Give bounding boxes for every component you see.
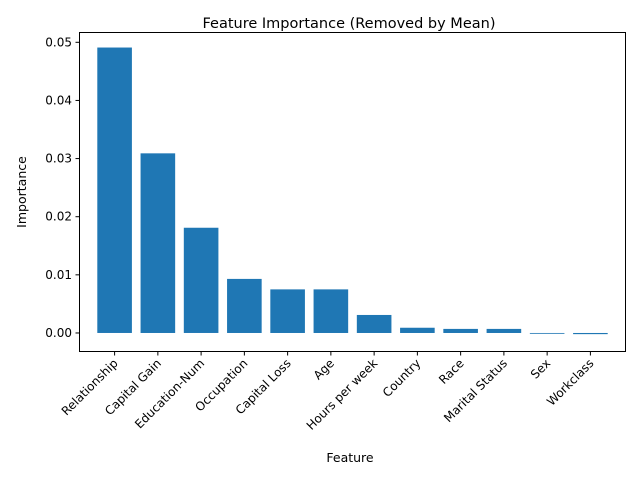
- bar-capital-loss: [270, 289, 305, 333]
- x-tick-label: Race: [436, 356, 467, 387]
- bar-country: [400, 327, 435, 333]
- y-tick-label: 0.01: [45, 268, 72, 282]
- chart-title: Feature Importance (Removed by Mean): [203, 16, 496, 32]
- plot-frame: [79, 32, 626, 352]
- bar-race: [443, 328, 478, 333]
- bar-occupation: [227, 278, 262, 333]
- y-tick-label: 0.05: [45, 35, 72, 49]
- y-tick-label: 0.03: [45, 152, 72, 166]
- bar-hours-per-week: [356, 314, 392, 333]
- bars-group: [97, 47, 608, 335]
- y-tick-label: 0.02: [45, 210, 72, 224]
- x-tick-label: Workclass: [544, 356, 596, 408]
- bar-relationship: [97, 47, 132, 333]
- y-axis: 0.00 0.01 0.02 0.03 0.04 0.05: [45, 35, 80, 340]
- x-tick-label: Sex: [528, 356, 553, 381]
- bar-age: [313, 289, 349, 333]
- x-tick-label: Age: [311, 356, 337, 382]
- bar-sex: [529, 332, 565, 334]
- bar-marital-status: [486, 328, 522, 333]
- y-tick-label: 0.00: [45, 326, 72, 340]
- x-tick-label: Country: [380, 356, 424, 400]
- y-tick-label: 0.04: [45, 93, 72, 107]
- x-axis-label: Feature: [326, 450, 374, 465]
- bar-workclass: [573, 332, 608, 335]
- bar-capital-gain: [140, 153, 176, 333]
- y-axis-label: Importance: [14, 156, 29, 228]
- bar-education-num: [183, 227, 219, 333]
